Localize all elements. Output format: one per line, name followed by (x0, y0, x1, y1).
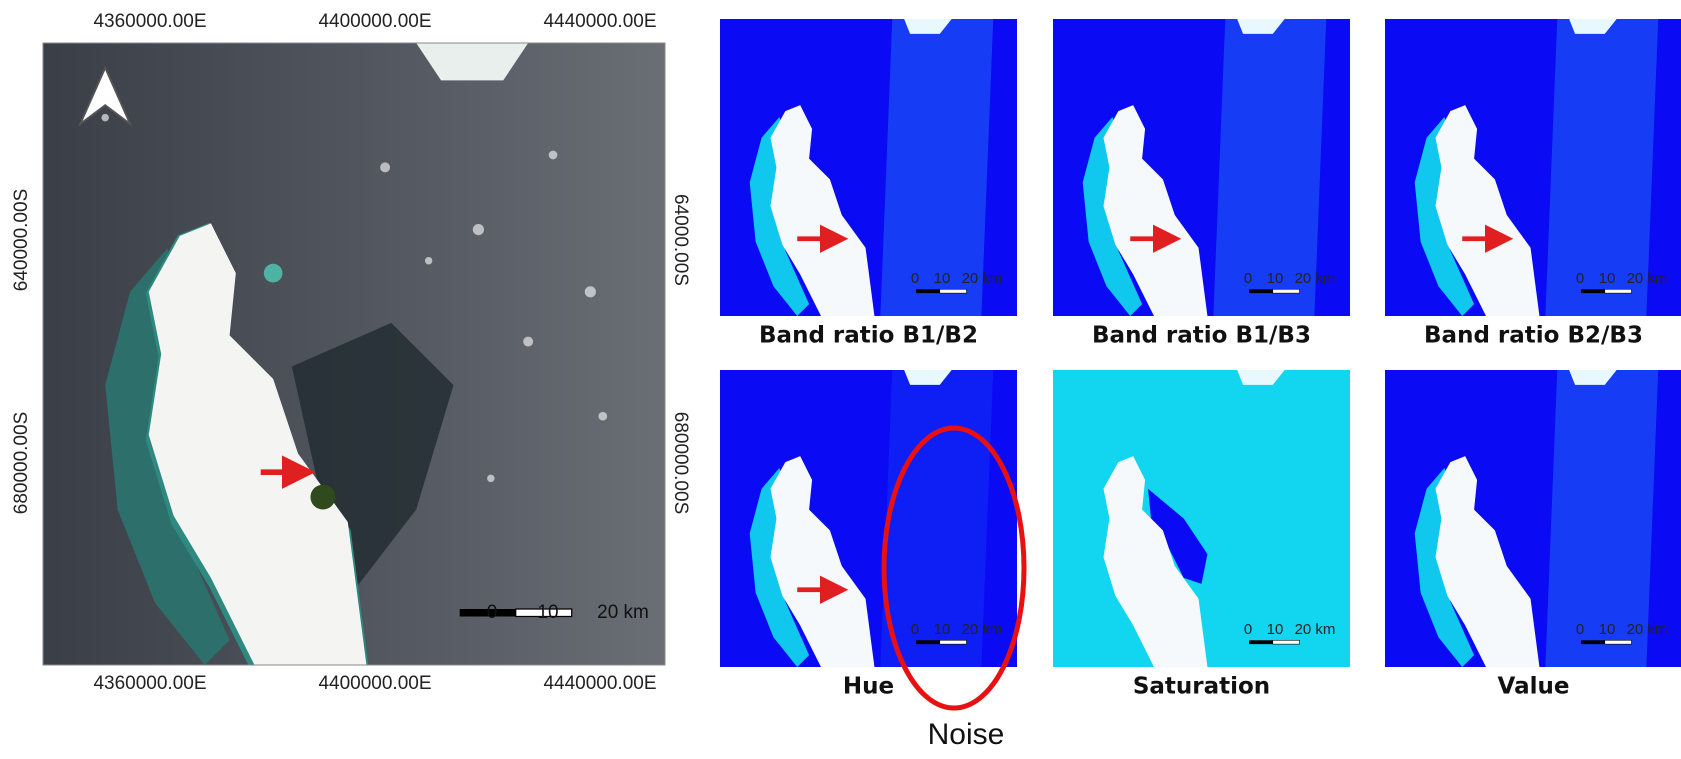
scale-label: 20 km (1627, 270, 1668, 287)
scale-label: 20 km (1295, 270, 1336, 287)
top-coord: 4360000.00E (93, 11, 206, 32)
scale-bar (1605, 289, 1632, 293)
left-coord: 680000.00S (11, 412, 32, 515)
scale-bar (1581, 640, 1605, 644)
scale-label: 20 km (597, 602, 649, 623)
scale-bar (1273, 289, 1300, 293)
right-coord: 680000.00S (670, 412, 691, 515)
scale-bar (1581, 289, 1605, 293)
scale-bar (916, 640, 940, 644)
scale-label: 0 (911, 270, 919, 287)
scale-label: 20 km (1627, 621, 1668, 638)
bottom-coord: 4440000.00E (543, 673, 656, 694)
panel-title: Value (1498, 674, 1570, 700)
scale-label: 10 (1599, 621, 1616, 638)
scale-label: 10 (1267, 270, 1284, 287)
scale-label: 10 (1599, 270, 1616, 287)
scale-bar (1273, 640, 1300, 644)
bottom-coord: 4400000.00E (318, 673, 431, 694)
scale-label: 0 (1576, 270, 1584, 287)
scale-label: 20 km (962, 270, 1003, 287)
panel-title: Band ratio B1/B3 (1092, 323, 1311, 349)
scale-bar (1605, 640, 1632, 644)
scale-label: 10 (537, 602, 558, 623)
left-coord: 640000.00S (11, 189, 32, 292)
scale-label: 20 km (1295, 621, 1336, 638)
scale-label: 0 (1244, 621, 1252, 638)
annotation: Noise (928, 718, 1005, 751)
scale-bar (1249, 289, 1273, 293)
satellite-image (43, 43, 665, 677)
scale-label: 10 (934, 270, 951, 287)
scale-label: 10 (1267, 621, 1284, 638)
scale-label: 0 (487, 602, 498, 623)
top-coord: 4400000.00E (318, 11, 431, 32)
panels: 0 10 20 km Band ratio B1/B2 0 10 20 km Band rat… (720, 19, 1681, 700)
scale-bar (1249, 640, 1273, 644)
scale-bar (940, 289, 967, 293)
top-coord: 4440000.00E (543, 11, 656, 32)
scale-label: 20 km (962, 621, 1003, 638)
panel-title: Band ratio B2/B3 (1424, 323, 1643, 349)
panel-title: Band ratio B1/B2 (759, 323, 978, 349)
figure: 0 10 20 km Band ratio B1/B2 0 10 20 km Band rat… (0, 0, 1681, 755)
main-map (43, 43, 665, 677)
panel-title: Saturation (1133, 674, 1270, 700)
panel-title: Hue (843, 674, 894, 700)
bottom-coord: 4360000.00E (93, 673, 206, 694)
scale-label: 0 (1576, 621, 1584, 638)
scale-bar (940, 640, 967, 644)
scale-label: 0 (1244, 270, 1252, 287)
scale-label: 10 (934, 621, 951, 638)
right-coord: 64000.00S (670, 194, 691, 286)
scale-label: 0 (911, 621, 919, 638)
scale-bar (916, 289, 940, 293)
